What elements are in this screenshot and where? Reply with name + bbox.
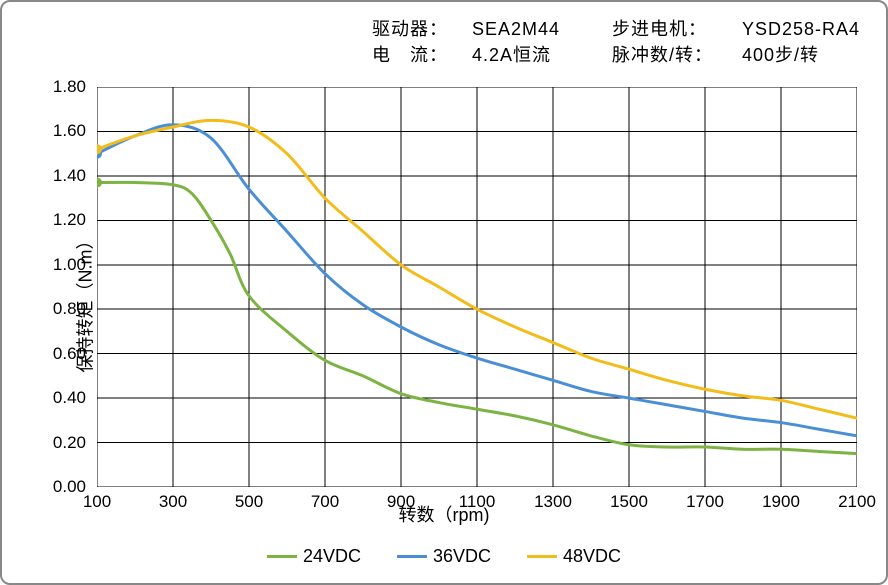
pulse-label: 脉冲数/转：: [612, 42, 742, 68]
chart-meta: 驱动器： SEA2M44 步进电机： YSD258-RA4 电 流： 4.2A恒…: [372, 16, 860, 68]
y-tick-label: 0.40: [26, 388, 86, 408]
legend-item: 24VDC: [267, 546, 361, 567]
legend-label: 24VDC: [303, 546, 361, 567]
driver-label: 驱动器：: [372, 16, 472, 42]
legend-item: 36VDC: [397, 546, 491, 567]
y-tick-label: 1.80: [26, 77, 86, 97]
y-tick-label: 0.80: [26, 299, 86, 319]
y-tick-label: 1.20: [26, 210, 86, 230]
chart-legend: 24VDC 36VDC 48VDC: [2, 546, 886, 567]
legend-swatch: [397, 555, 427, 558]
chart-frame: 驱动器： SEA2M44 步进电机： YSD258-RA4 电 流： 4.2A恒…: [0, 0, 888, 585]
legend-item: 48VDC: [527, 546, 621, 567]
pulse-value: 400步/转: [742, 42, 819, 68]
y-tick-label: 0.60: [26, 344, 86, 364]
y-tick-label: 1.60: [26, 121, 86, 141]
motor-value: YSD258-RA4: [742, 16, 860, 42]
y-tick-label: 1.40: [26, 166, 86, 186]
x-axis-label: 转数（rpm): [2, 501, 886, 527]
y-tick-label: 0.20: [26, 433, 86, 453]
legend-swatch: [527, 555, 557, 558]
chart-plot: [97, 87, 857, 487]
legend-label: 36VDC: [433, 546, 491, 567]
motor-label: 步进电机：: [612, 16, 742, 42]
current-label: 电 流：: [372, 42, 472, 68]
current-value: 4.2A恒流: [472, 42, 612, 68]
legend-label: 48VDC: [563, 546, 621, 567]
y-tick-label: 0.00: [26, 477, 86, 497]
driver-value: SEA2M44: [472, 16, 612, 42]
series-marker: [97, 178, 102, 188]
y-tick-label: 1.00: [26, 255, 86, 275]
legend-swatch: [267, 555, 297, 558]
